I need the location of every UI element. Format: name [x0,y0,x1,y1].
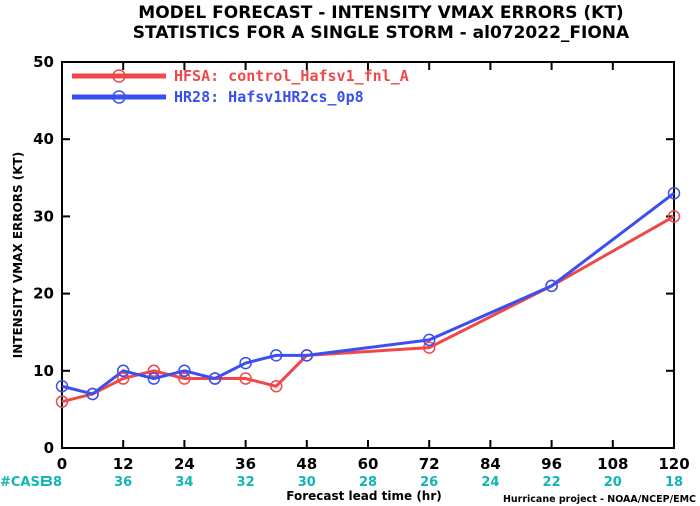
legend: HFSA: control_Hafsv1_fnl_A HR28: Hafsv1HR… [72,67,409,106]
case-count: 28 [359,475,377,490]
y-tick-label: 10 [33,362,54,380]
x-tick-label: 48 [296,455,317,473]
series-2-point [667,186,681,200]
series-2-point [147,372,161,385]
series-2-point [116,364,130,378]
series-1-point [667,210,681,223]
case-counts: 38 36 34 32 30 28 26 24 22 20 18 [44,475,683,490]
case-count: 26 [420,475,438,490]
series-1-point [55,395,69,408]
case-count: 32 [237,475,255,490]
series-2-point [545,279,558,293]
chart-title: MODEL FORECAST - INTENSITY VMAX ERRORS (… [138,3,623,23]
legend-label-1: HFSA: control_Hafsv1_fnl_A [174,67,409,85]
x-tick-label: 12 [113,455,134,473]
series-2-point [55,379,69,393]
x-tick-label: 96 [541,455,562,473]
x-tick-label: 36 [235,455,256,473]
series-2-point [208,372,222,385]
series-1-point [239,372,252,385]
series-2-point [269,349,283,362]
y-tick-label: 30 [33,207,54,225]
series-1-point [422,341,436,354]
x-axis-ticks: 0 12 24 36 48 60 72 84 96 108 120 [57,62,690,473]
x-tick-label: 108 [597,455,628,473]
series-1-point [147,364,161,378]
series-1-point [178,372,191,385]
series-2-point [86,387,99,401]
y-tick-label: 0 [44,439,54,457]
case-count: 36 [114,475,132,490]
y-tick-label: 20 [33,285,54,303]
case-count: 24 [481,475,499,490]
series-2-point [300,349,314,362]
series-2-point [422,333,436,347]
y-axis-label: INTENSITY VMAX ERRORS (KT) [11,152,25,358]
case-count: 38 [44,475,62,490]
x-tick-label: 0 [57,455,67,473]
y-tick-label: 40 [33,130,54,148]
case-count: 30 [298,475,316,490]
y-tick-label: 50 [33,53,54,71]
x-tick-label: 84 [480,455,501,473]
legend-marker-2 [112,90,126,104]
case-count: 18 [665,475,683,490]
plot-frame [61,61,675,449]
chart-subtitle: STATISTICS FOR A SINGLE STORM - al072022… [133,23,630,43]
series-1-point [116,372,130,385]
x-tick-label: 72 [419,455,440,473]
series-1-point [269,379,283,393]
series-line-2 [61,192,675,396]
case-count: 22 [543,475,561,490]
series-line-1 [61,215,675,404]
series-layer [55,186,681,408]
legend-label-2: HR28: Hafsv1HR2cs_0p8 [174,88,364,106]
series-2-point [178,364,191,378]
x-axis-label: Forecast lead time (hr) [286,489,442,503]
case-label: #CASE [0,475,49,490]
x-tick-label: 120 [658,455,689,473]
case-count: 34 [175,475,193,490]
footer-credit: Hurricane project - NOAA/NCEP/EMC [503,494,696,505]
legend-marker-1 [112,69,126,83]
y-axis-ticks: 0 10 20 30 40 50 [33,53,674,457]
series-2-point [239,356,252,370]
x-tick-label: 24 [174,455,195,473]
case-count: 20 [604,475,622,490]
x-tick-label: 60 [358,455,379,473]
